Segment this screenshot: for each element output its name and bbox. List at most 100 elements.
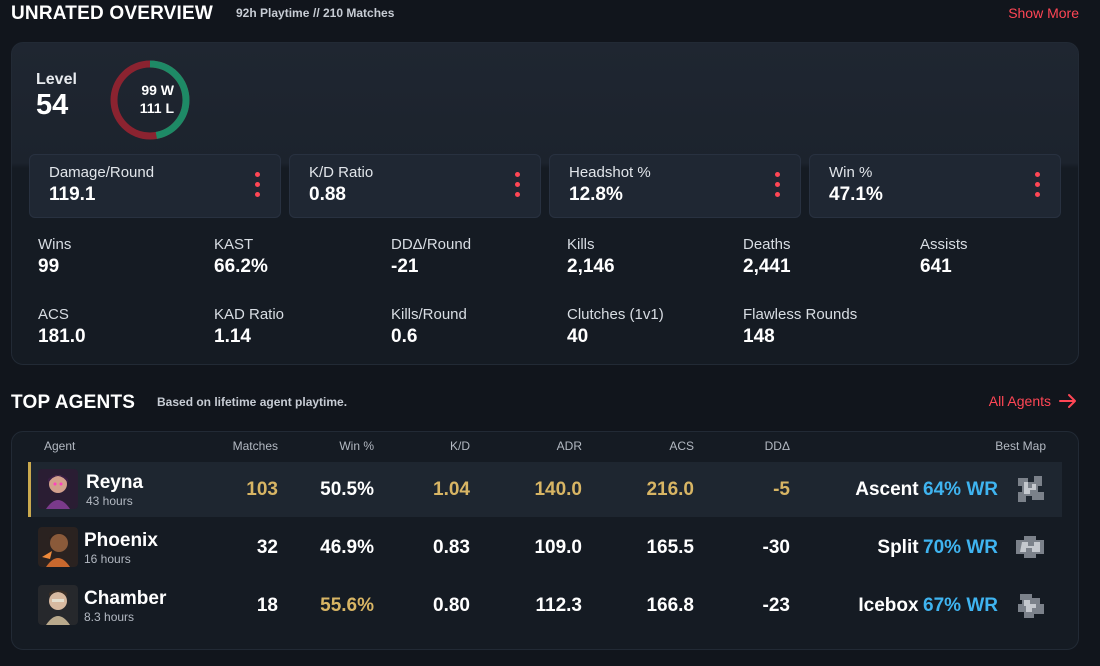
- stat-value: 181.0: [38, 326, 86, 347]
- losses-suffix: L: [165, 100, 174, 116]
- stat-kad-ratio: KAD Ratio 1.14: [214, 306, 284, 348]
- stat-value: 2,146: [567, 256, 615, 277]
- stat-value: 2,441: [743, 256, 791, 277]
- agent-hours: 8.3 hours: [84, 610, 135, 624]
- col-agent[interactable]: Agent: [44, 439, 76, 453]
- best-map: Ascent 64% WR: [855, 479, 998, 501]
- level-label: Level: [36, 71, 77, 88]
- cell-kd: 1.04: [433, 479, 470, 500]
- win-arc: [110, 60, 190, 140]
- stat-value: 641: [920, 256, 952, 277]
- stat-wins: Wins 99: [38, 236, 71, 278]
- stat-kills: Kills 2,146: [567, 236, 615, 278]
- stat-assists: Assists 641: [920, 236, 968, 278]
- win-loss-ring: [109, 59, 191, 141]
- stat-label: Damage/Round: [49, 164, 155, 181]
- stat-value: 148: [743, 326, 775, 347]
- more-options-icon[interactable]: [515, 172, 521, 198]
- col-best-map[interactable]: Best Map: [995, 439, 1046, 453]
- ring-wins: 99 W: [118, 81, 174, 99]
- map-split-icon: [1014, 532, 1046, 567]
- cell-kd: 0.80: [433, 595, 470, 616]
- stat-value: 40: [567, 326, 589, 347]
- stat-acs: ACS 181.0: [38, 306, 86, 348]
- map-name: Icebox: [858, 595, 919, 616]
- agent-name: Phoenix: [84, 530, 158, 551]
- stat-label: Win %: [829, 164, 873, 181]
- agent-name: Reyna: [86, 472, 144, 493]
- top-agents-subtitle: Based on lifetime agent playtime.: [157, 395, 348, 409]
- cell-acs: 165.5: [646, 537, 694, 558]
- map-name: Ascent: [855, 479, 919, 500]
- stat-kast: KAST 66.2%: [214, 236, 268, 278]
- more-options-icon[interactable]: [255, 172, 261, 198]
- col-dd[interactable]: DDΔ: [764, 439, 790, 453]
- cell-matches: 103: [246, 479, 278, 500]
- stat-label: Headshot %: [569, 164, 651, 181]
- more-options-icon[interactable]: [1035, 172, 1041, 198]
- stat-value: 119.1: [49, 184, 96, 205]
- stat-flawless-rounds: Flawless Rounds 148: [743, 306, 857, 348]
- all-agents-link[interactable]: All Agents: [989, 393, 1077, 409]
- all-agents-label: All Agents: [988, 393, 1051, 409]
- cell-adr: 109.0: [534, 537, 582, 558]
- stat-value: -21: [391, 256, 419, 277]
- col-adr[interactable]: ADR: [556, 439, 582, 453]
- stat-label: DDΔ/Round: [391, 236, 472, 253]
- playtime-text: 92h Playtime: [236, 6, 310, 20]
- cell-dd: -30: [762, 537, 790, 558]
- col-win[interactable]: Win %: [339, 439, 374, 453]
- stat-value: 99: [38, 256, 60, 277]
- level-value: 54: [36, 89, 69, 121]
- best-map: Split 70% WR: [877, 537, 998, 559]
- cell-win: 46.9%: [320, 537, 374, 558]
- ring-losses: 111 L: [118, 99, 174, 117]
- map-ascent-icon: [1014, 474, 1046, 509]
- col-kd[interactable]: K/D: [449, 439, 470, 453]
- cell-acs: 216.0: [646, 479, 694, 500]
- agent-name: Chamber: [84, 588, 167, 609]
- stat-box-damage-round[interactable]: Damage/Round 119.1: [29, 154, 281, 218]
- more-options-icon[interactable]: [775, 172, 781, 198]
- col-matches[interactable]: Matches: [232, 439, 278, 453]
- stat-kills-round: Kills/Round 0.6: [391, 306, 467, 348]
- arrow-right-icon: [1059, 394, 1076, 408]
- agent-avatar: [38, 527, 78, 567]
- cell-win: 55.6%: [320, 595, 374, 616]
- stat-box-kd-ratio[interactable]: K/D Ratio 0.88: [289, 154, 541, 218]
- stat-deaths: Deaths 2,441: [743, 236, 791, 278]
- stat-value: 47.1%: [829, 184, 883, 205]
- cell-matches: 32: [256, 537, 278, 558]
- stat-dd-round: DDΔ/Round -21: [391, 236, 471, 278]
- cell-adr: 140.0: [534, 479, 582, 500]
- stat-value: 66.2%: [214, 256, 268, 277]
- cell-adr: 112.3: [535, 595, 583, 616]
- stat-label: Deaths: [743, 236, 791, 253]
- stat-label: K/D Ratio: [309, 164, 374, 181]
- col-acs[interactable]: ACS: [669, 439, 694, 453]
- agent-hours: 16 hours: [84, 552, 131, 566]
- stat-label: Wins: [38, 236, 72, 253]
- stat-value: 1.14: [214, 326, 251, 347]
- stat-label: ACS: [38, 306, 69, 323]
- cell-dd: -23: [762, 595, 790, 616]
- stat-value: 0.88: [309, 184, 346, 205]
- cell-dd: -5: [773, 479, 790, 500]
- stat-label: Assists: [920, 236, 968, 253]
- map-icebox-icon: [1014, 590, 1046, 625]
- agent-avatar: [38, 585, 78, 625]
- stat-box-win-percent[interactable]: Win % 47.1%: [809, 154, 1061, 218]
- table-row[interactable]: [28, 462, 1062, 517]
- losses-count: 111: [139, 100, 162, 116]
- stat-label: Kills: [567, 236, 595, 253]
- map-name: Split: [877, 537, 919, 558]
- cell-matches: 18: [256, 595, 278, 616]
- wins-suffix: W: [160, 82, 174, 98]
- stat-box-headshot[interactable]: Headshot % 12.8%: [549, 154, 801, 218]
- stat-label: Kills/Round: [391, 306, 467, 323]
- map-winrate: 67% WR: [923, 595, 998, 616]
- stat-label: Clutches (1v1): [567, 306, 664, 323]
- top-agents-title: TOP AGENTS: [11, 392, 136, 413]
- stat-label: Flawless Rounds: [743, 306, 858, 323]
- show-more-link[interactable]: Show More: [1008, 5, 1079, 21]
